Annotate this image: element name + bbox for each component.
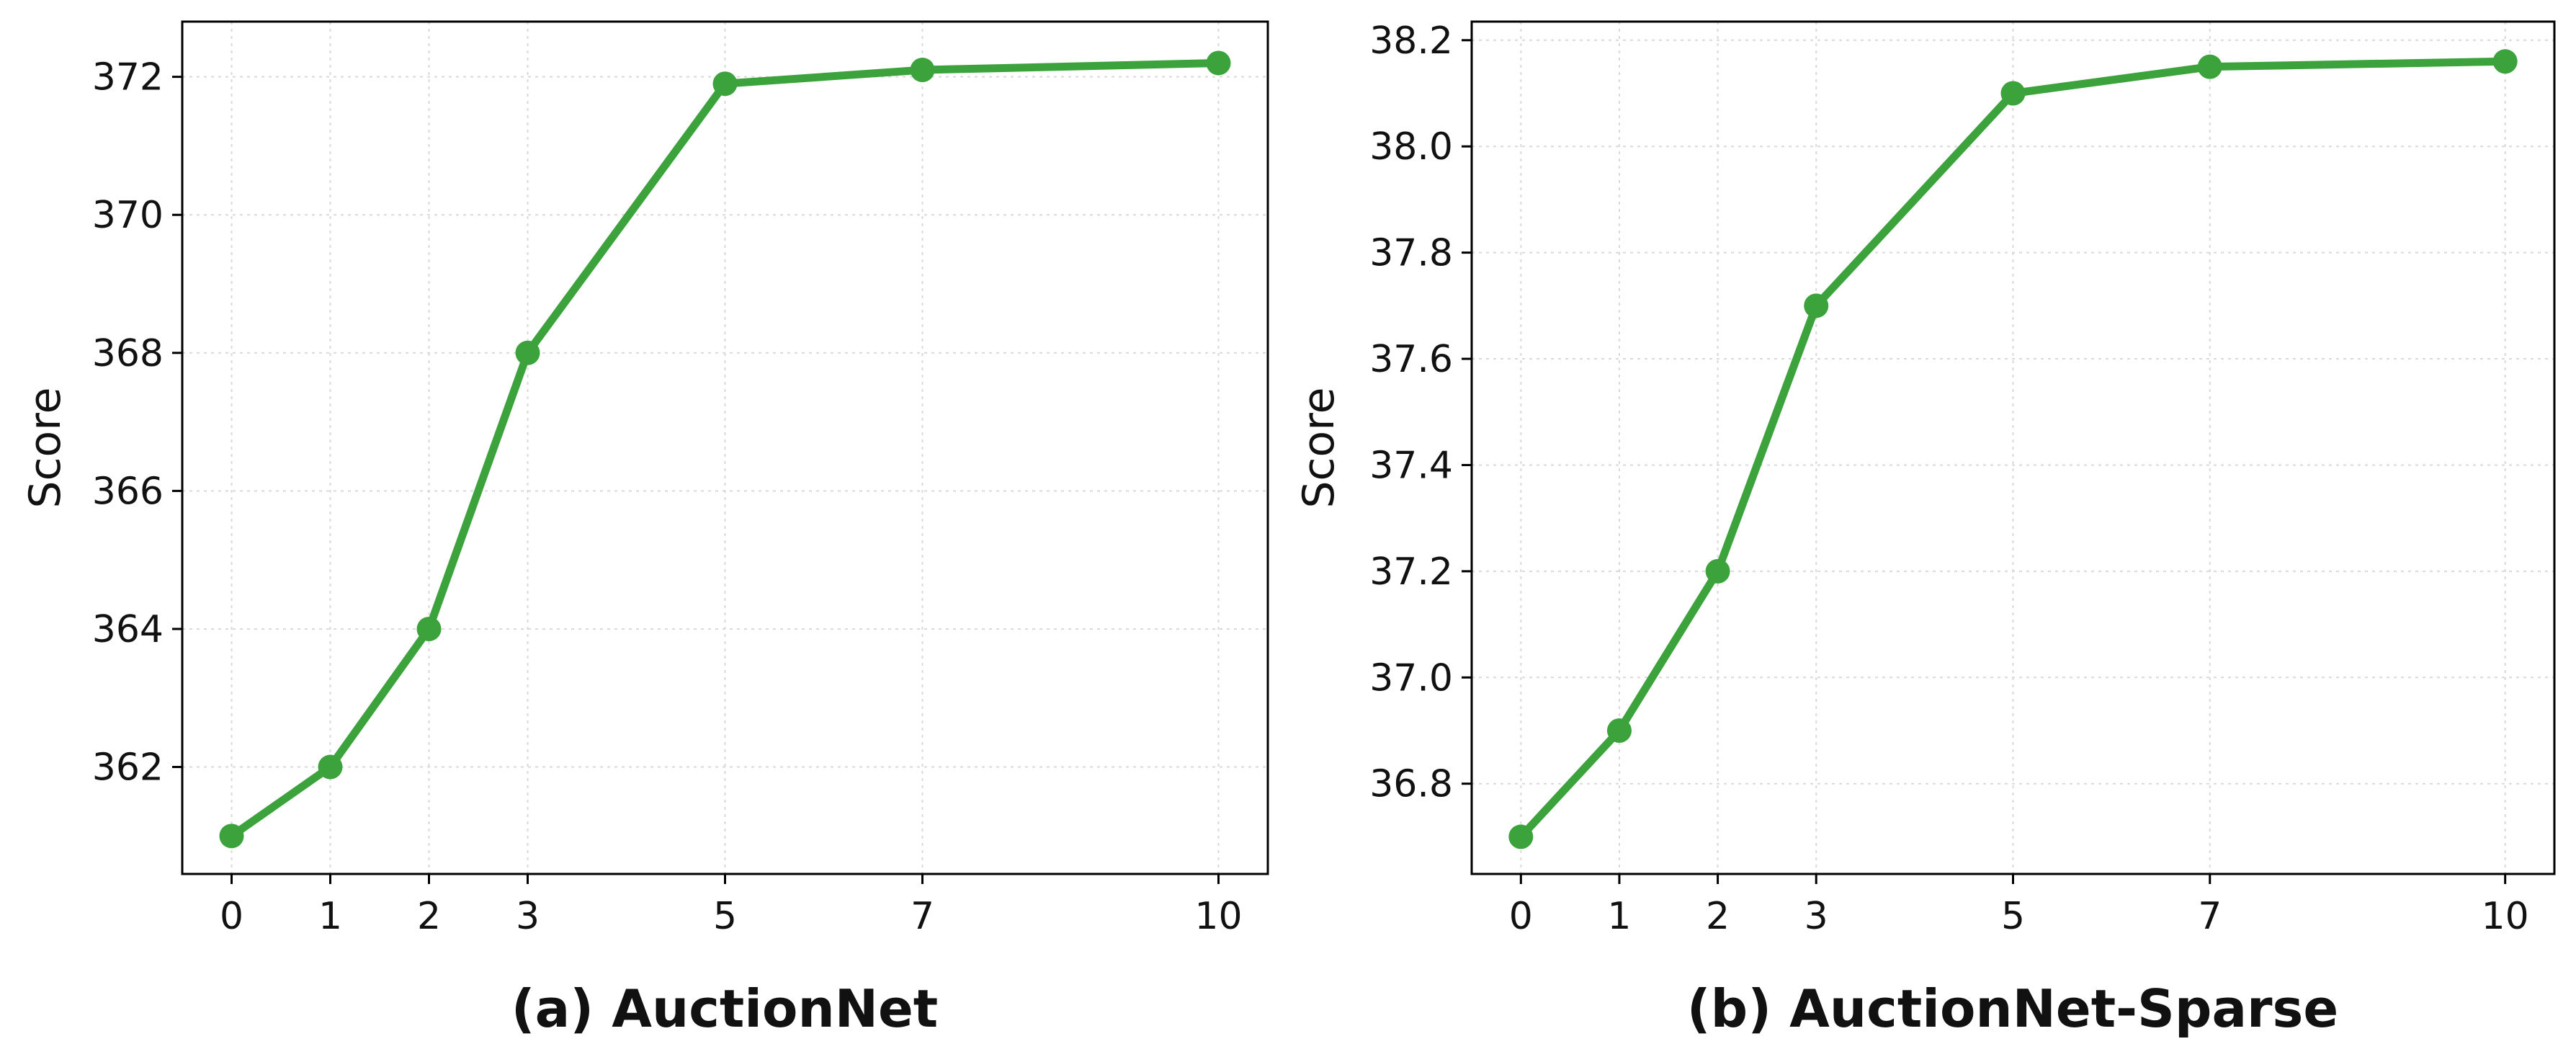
data-point [515, 340, 540, 365]
y-axis-label: Score [20, 387, 71, 508]
x-tick-label: 10 [1194, 895, 1242, 938]
y-tick-label: 38.0 [1369, 125, 1453, 169]
data-point [1508, 824, 1534, 849]
y-tick-label: 37.2 [1369, 550, 1453, 594]
y-tick-label: 366 [92, 470, 164, 513]
data-point [416, 616, 442, 641]
x-tick-label: 0 [1509, 895, 1533, 938]
data-point [2492, 49, 2518, 74]
data-point [2197, 54, 2222, 79]
y-tick-label: 372 [92, 56, 164, 99]
chart-caption: (b) AuctionNet-Sparse [1687, 978, 2338, 1039]
x-tick-label: 0 [220, 895, 243, 938]
x-tick-label: 2 [1706, 895, 1730, 938]
x-tick-label: 1 [318, 895, 342, 938]
x-tick-label: 5 [713, 895, 737, 938]
x-tick-label: 1 [1607, 895, 1631, 938]
x-tick-label: 3 [1804, 895, 1828, 938]
data-point [712, 71, 738, 97]
chart-panel-a: 0 1 2 3 5 7 10 362 364 366 368 370 372 Score (a) Aucti… [20, 20, 1269, 1039]
y-tick-label: 362 [92, 746, 164, 790]
y-tick-label: 368 [92, 332, 164, 375]
x-tick-label: 10 [2482, 895, 2529, 938]
data-point [1606, 718, 1632, 743]
y-axis-label: Score [1294, 387, 1344, 508]
chart-caption: (a) AuctionNet [511, 978, 938, 1039]
y-tick-label: 37.0 [1369, 656, 1453, 700]
y-tick-label: 37.4 [1369, 444, 1453, 487]
y-tick-label: 37.8 [1369, 232, 1453, 275]
y-tick-label: 38.2 [1369, 19, 1453, 63]
x-tick-label: 7 [2198, 895, 2222, 938]
data-point [1206, 50, 1231, 76]
x-tick-label: 5 [2001, 895, 2025, 938]
data-point [910, 58, 935, 83]
data-point [2000, 81, 2026, 106]
y-tick-label: 37.6 [1369, 338, 1453, 381]
chart-panel-b: 0 1 2 3 5 7 10 36.8 37.0 37.2 37.4 37.6 37.8 38.0 38.2… [1294, 19, 2556, 1039]
data-point [1804, 293, 1829, 318]
x-tick-label: 3 [516, 895, 540, 938]
y-tick-label: 36.8 [1369, 763, 1453, 806]
x-tick-label: 2 [417, 895, 441, 938]
data-point [219, 824, 244, 849]
y-tick-label: 364 [92, 608, 164, 651]
data-point [1705, 558, 1730, 584]
y-tick-label: 370 [92, 194, 164, 237]
x-tick-label: 7 [911, 895, 934, 938]
data-point [318, 754, 343, 780]
